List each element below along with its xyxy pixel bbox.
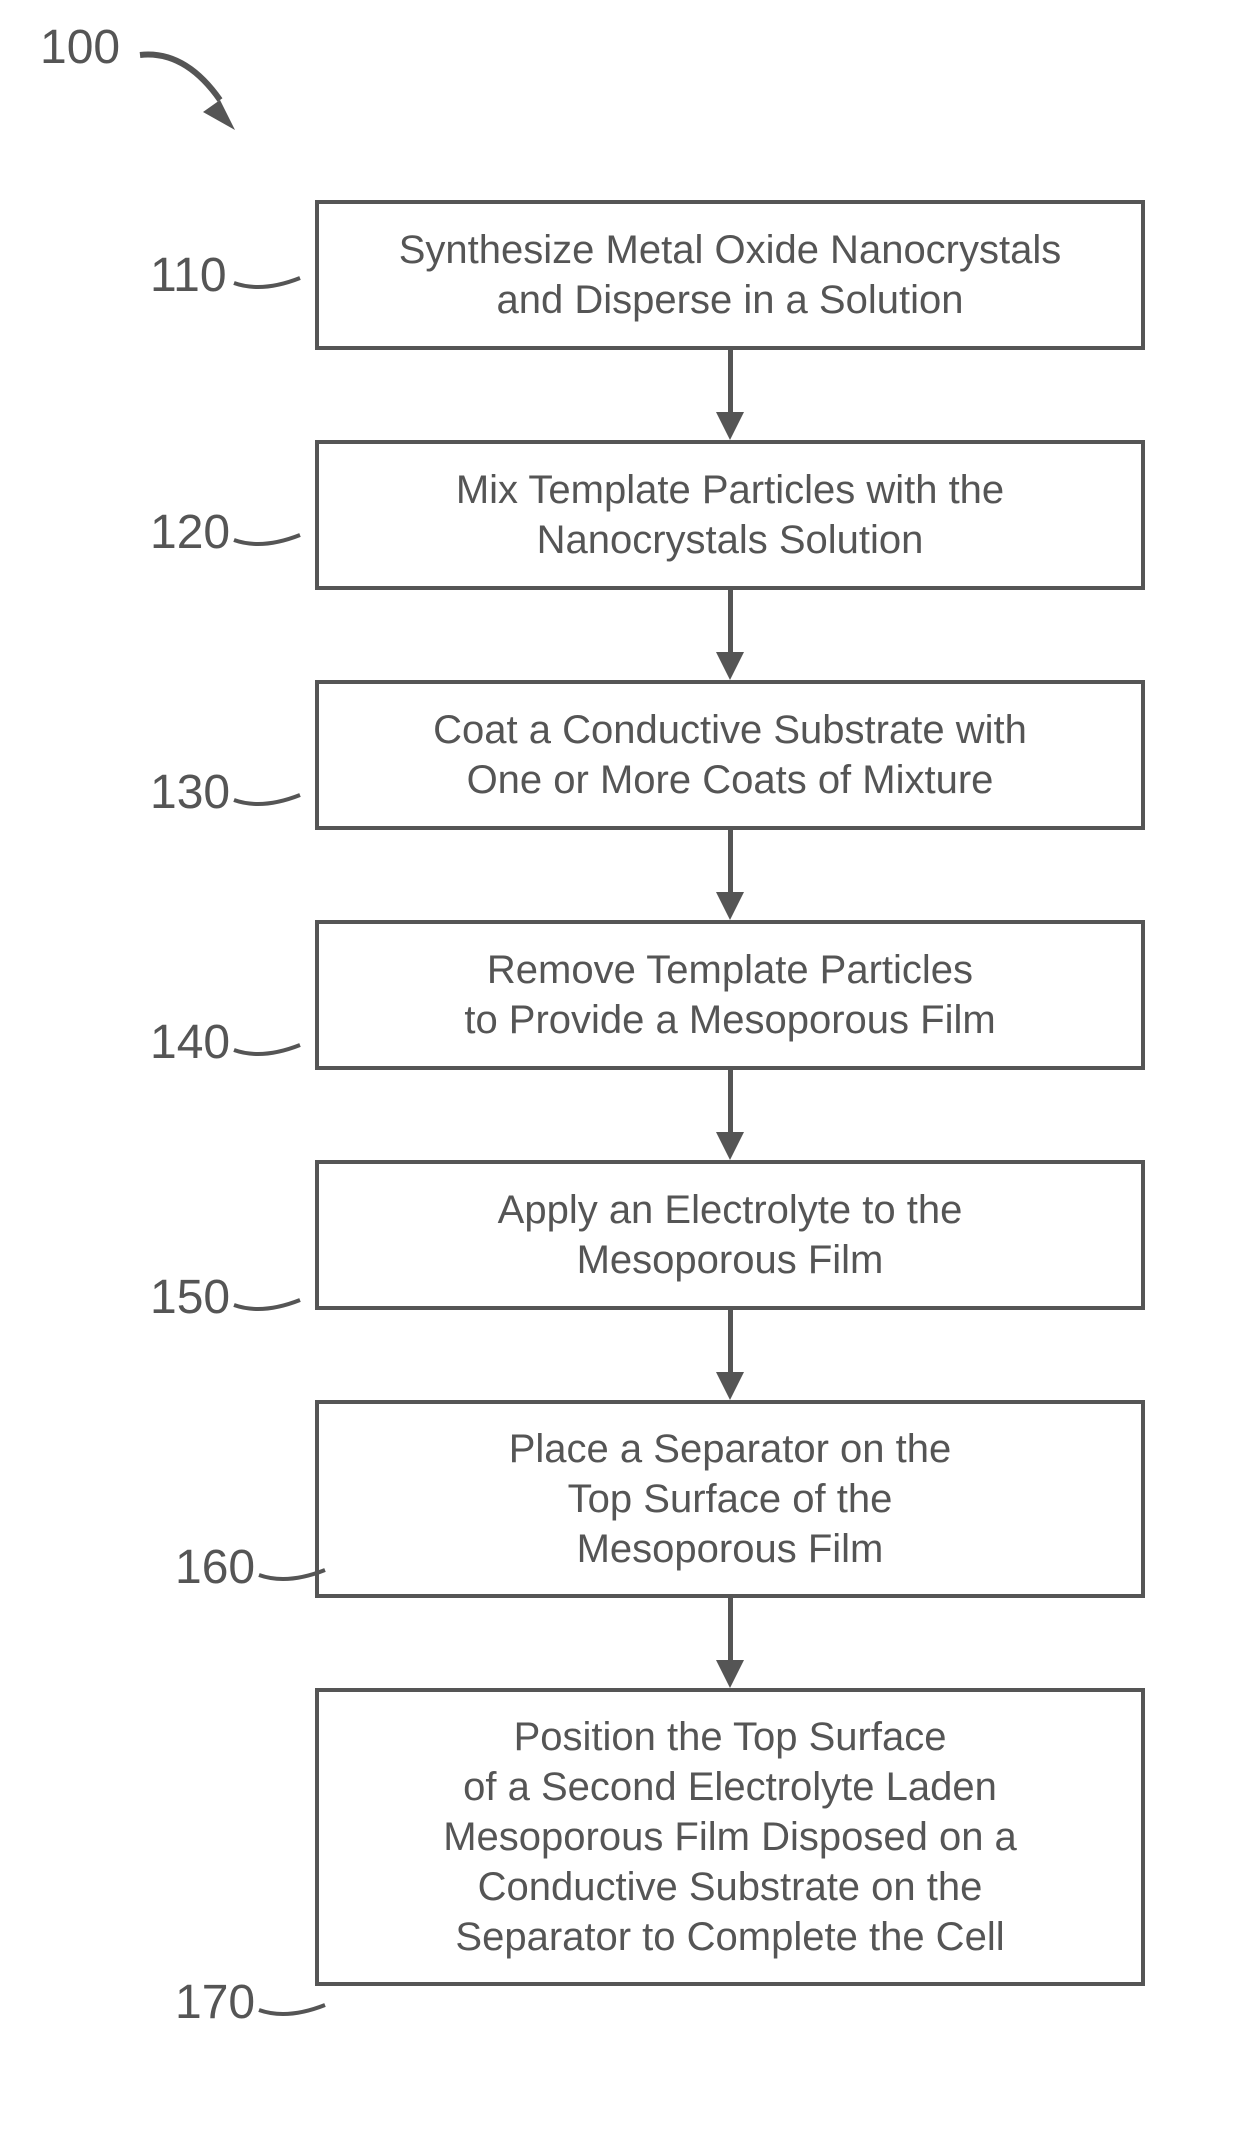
flow-step-text: Place a Separator on theTop Surface of t… [509,1424,952,1574]
flow-connector-arrow [716,830,744,920]
step-ref-label: 160 [175,1540,255,1595]
flow-step-box: Mix Template Particles with theNanocryst… [315,440,1145,590]
flow-step-box: Apply an Electrolyte to theMesoporous Fi… [315,1160,1145,1310]
flow-step-text: Synthesize Metal Oxide Nanocrystalsand D… [399,225,1062,325]
flow-step-text: Coat a Conductive Substrate withOne or M… [433,705,1027,805]
leader-line [232,515,312,555]
flow-step-text: Apply an Electrolyte to theMesoporous Fi… [498,1185,963,1285]
step-ref-label: 110 [150,248,227,303]
reference-arrow-swoosh [135,40,245,135]
flow-step-box: Place a Separator on theTop Surface of t… [315,1400,1145,1598]
flow-connector-arrow [716,1310,744,1400]
flow-step-box: Remove Template Particlesto Provide a Me… [315,920,1145,1070]
flow-step-box: Position the Top Surfaceof a Second Elec… [315,1688,1145,1986]
flow-step-box: Synthesize Metal Oxide Nanocrystalsand D… [315,200,1145,350]
flow-step-text: Mix Template Particles with theNanocryst… [456,465,1004,565]
flow-connector-arrow [716,1070,744,1160]
leader-line [232,1025,312,1065]
leader-line [257,1985,337,2025]
step-ref-label: 130 [150,765,230,820]
step-ref-label: 150 [150,1270,230,1325]
diagram-ref-label: 100 [40,20,120,75]
flowchart-column: Synthesize Metal Oxide Nanocrystalsand D… [300,200,1160,1986]
step-ref-label: 170 [175,1975,255,2030]
step-ref-label: 140 [150,1015,230,1070]
flow-step-text: Position the Top Surfaceof a Second Elec… [443,1712,1017,1962]
flow-connector-arrow [716,590,744,680]
leader-line [232,258,312,298]
leader-line [232,775,312,815]
flow-step-text: Remove Template Particlesto Provide a Me… [464,945,995,1045]
leader-line [257,1550,337,1590]
flow-connector-arrow [716,350,744,440]
flow-step-box: Coat a Conductive Substrate withOne or M… [315,680,1145,830]
step-ref-label: 120 [150,505,230,560]
flow-connector-arrow [716,1598,744,1688]
leader-line [232,1280,312,1320]
